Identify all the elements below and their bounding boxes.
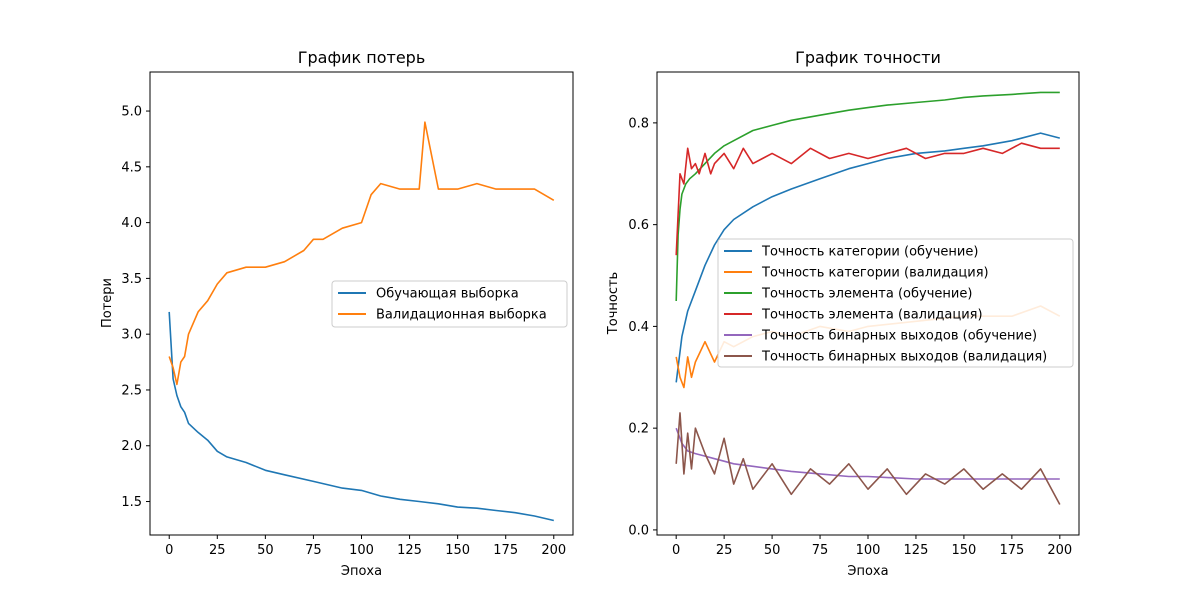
accuracy-chart-title: График точности — [795, 48, 941, 67]
loss-xtick-label: 75 — [305, 543, 322, 558]
accuracy-chart-legend: Точность категории (обучение) Точность ка… — [717, 238, 1074, 368]
loss-xtick-label: 0 — [165, 543, 173, 558]
accuracy-series-line-0 — [675, 132, 1061, 383]
accuracy-legend-label: Точность бинарных выходов (обучение) — [761, 329, 1037, 344]
accuracy-chart-xlabel: Эпоха — [847, 564, 888, 579]
loss-chart-frame — [149, 71, 574, 536]
accuracy-series-line-3 — [675, 142, 1060, 256]
loss-ytick-label: 2.0 — [121, 439, 142, 454]
loss-xtick-label: 100 — [349, 543, 374, 558]
loss-chart-ticks: 0 25 50 75 100 125 150 175 200 1.5 2.0 2.5 3.0 3.5 4.0… — [121, 105, 566, 558]
loss-xtick-label: 125 — [397, 543, 422, 558]
accuracy-xtick-label: 125 — [904, 543, 929, 558]
accuracy-xtick-label: 200 — [1047, 543, 1072, 558]
loss-xtick-label: 150 — [445, 543, 470, 558]
accuracy-series-line-4 — [675, 427, 1060, 480]
accuracy-chart-frame — [656, 71, 1080, 536]
loss-xtick-label: 50 — [257, 543, 274, 558]
loss-xtick-label: 200 — [541, 543, 566, 558]
loss-chart-legend: Обучающая выборка Валидационная выборка — [331, 280, 568, 328]
accuracy-legend-label: Точность элемента (обучение) — [761, 287, 972, 302]
loss-series-line-0 — [168, 311, 554, 522]
accuracy-xtick-label: 75 — [812, 543, 829, 558]
loss-xtick-label: 25 — [209, 543, 226, 558]
accuracy-legend-box — [717, 238, 1074, 368]
accuracy-xtick-label: 100 — [856, 543, 881, 558]
accuracy-legend-label: Точность бинарных выходов (валидация) — [761, 350, 1047, 365]
accuracy-legend-label: Точность элемента (валидация) — [761, 308, 983, 323]
accuracy-legend-label: Точность категории (валидация) — [761, 266, 989, 281]
accuracy-xtick-label: 175 — [999, 543, 1024, 558]
loss-xtick-label: 175 — [493, 543, 518, 558]
loss-ytick-label: 4.0 — [121, 216, 142, 231]
loss-chart-lines — [168, 121, 555, 522]
loss-chart-xlabel: Эпоха — [341, 564, 382, 579]
loss-ytick-label: 2.5 — [121, 383, 142, 398]
loss-chart-title: График потерь — [298, 48, 426, 67]
loss-ytick-label: 4.5 — [121, 160, 142, 175]
loss-chart-ylabel: Потери — [100, 278, 115, 328]
accuracy-ytick-label: 0.2 — [628, 422, 649, 437]
accuracy-ytick-label: 0.4 — [628, 320, 649, 335]
accuracy-series-line-5 — [675, 412, 1061, 505]
accuracy-ytick-label: 0.6 — [628, 218, 649, 233]
loss-chart: График потерь Эпоха Потери 0 25 50 75 100 125… — [100, 48, 574, 579]
loss-legend-label: Валидационная выборка — [376, 308, 547, 323]
accuracy-chart-ylabel: Точность — [606, 272, 621, 335]
loss-legend-box — [331, 280, 568, 328]
accuracy-chart-ticks: 0 25 50 75 100 125 150 175 200 0.0 0.2 0.4 0.6 0.8 — [628, 116, 1072, 558]
accuracy-xtick-label: 150 — [951, 543, 976, 558]
accuracy-xtick-label: 50 — [764, 543, 781, 558]
accuracy-ytick-label: 0.8 — [628, 116, 649, 131]
loss-ytick-label: 1.5 — [121, 495, 142, 510]
loss-legend-label: Обучающая выборка — [376, 287, 519, 302]
accuracy-ytick-label: 0.0 — [628, 523, 649, 538]
accuracy-series-line-2 — [675, 91, 1060, 302]
loss-ytick-label: 5.0 — [121, 105, 142, 120]
loss-series-line-1 — [168, 121, 555, 386]
loss-ytick-label: 3.0 — [121, 328, 142, 343]
accuracy-legend-label: Точность категории (обучение) — [761, 245, 978, 260]
accuracy-xtick-label: 25 — [716, 543, 733, 558]
accuracy-xtick-label: 0 — [672, 543, 680, 558]
loss-ytick-label: 3.5 — [121, 272, 142, 287]
accuracy-chart: График точности Эпоха Точность 0 25 50 75 10… — [606, 48, 1080, 579]
